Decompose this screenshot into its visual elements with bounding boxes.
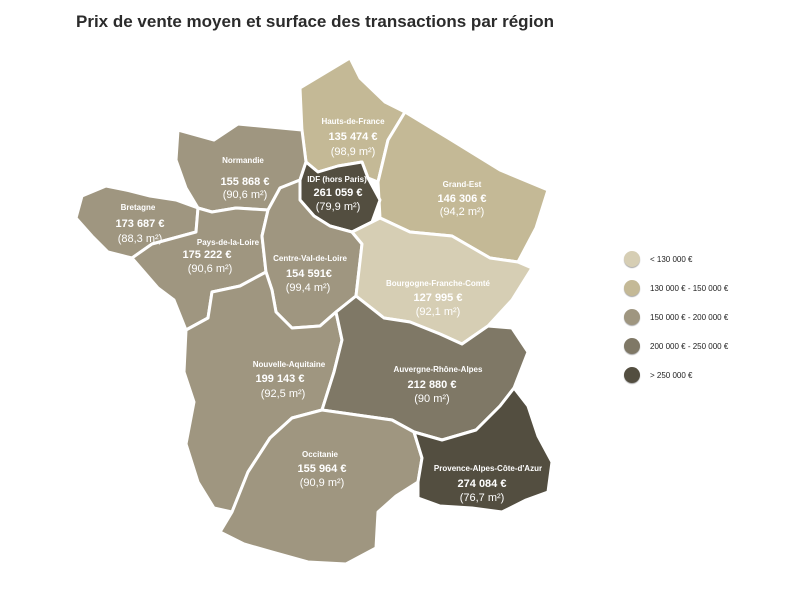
label-grand-est: Grand-Est 146 306 € (94,2 m²) <box>438 180 487 218</box>
region-name: Occitanie <box>302 450 339 459</box>
label-nouvelle-aquitaine: Nouvelle-Aquitaine 199 143 € (92,5 m²) <box>253 360 326 400</box>
legend-label: 200 000 € - 250 000 € <box>650 341 729 351</box>
price-legend: < 130 000 € 130 000 € - 150 000 € 150 00… <box>624 251 729 397</box>
region-surface: (92,5 m²) <box>261 388 306 400</box>
region-price: 146 306 € <box>438 193 487 205</box>
legend-item: > 250 000 € <box>624 367 728 383</box>
region-price: 261 059 € <box>314 187 363 199</box>
legend-swatch <box>624 280 640 296</box>
legend-swatch <box>624 309 640 325</box>
label-centre-val-de-loire: Centre-Val-de-Loire 154 591€ (99,4 m²) <box>273 254 347 294</box>
region-price: 274 084 € <box>458 478 507 490</box>
region-price: 199 143 € <box>256 373 305 385</box>
region-name: Centre-Val-de-Loire <box>273 254 347 263</box>
legend-label: < 130 000 € <box>650 254 693 264</box>
legend-item: 150 000 € - 200 000 € <box>624 309 729 325</box>
region-surface: (99,4 m²) <box>286 282 331 294</box>
region-name: Hauts-de-France <box>321 117 385 126</box>
region-price: 212 880 € <box>408 379 457 391</box>
region-surface: (92,1 m²) <box>416 306 461 318</box>
map-title: Prix de vente moyen et surface des trans… <box>76 12 555 31</box>
region-surface: (90,6 m²) <box>223 189 268 201</box>
region-surface: (90,9 m²) <box>300 477 345 489</box>
region-price: 175 222 € <box>183 249 232 261</box>
region-name: Pays-de-la-Loire <box>197 238 260 247</box>
legend-label: > 250 000 € <box>650 370 693 380</box>
legend-swatch <box>624 251 640 267</box>
region-surface: (94,2 m²) <box>440 206 485 218</box>
region-name: Normandie <box>222 156 264 165</box>
label-normandie: Normandie 155 868 € (90,6 m²) <box>221 156 270 201</box>
legend-item: < 130 000 € <box>624 251 728 267</box>
region-surface: (98,9 m²) <box>331 146 376 158</box>
legend-label: 150 000 € - 200 000 € <box>650 312 729 322</box>
region-price: 155 964 € <box>298 463 347 475</box>
label-bretagne: Bretagne 173 687 € (88,3 m²) <box>116 203 165 245</box>
region-name: Auvergne-Rhône-Alpes <box>394 365 483 374</box>
label-auvergne-rhone-alpes: Auvergne-Rhône-Alpes 212 880 € (90 m²) <box>394 365 483 405</box>
region-name: Provence-Alpes-Côte-d'Azur <box>434 464 542 473</box>
region-price: 155 868 € <box>221 176 270 188</box>
region-surface: (88,3 m²) <box>118 233 163 245</box>
legend-swatch <box>624 338 640 354</box>
region-surface: (90,6 m²) <box>188 263 233 275</box>
label-pays-de-la-loire: Pays-de-la-Loire 175 222 € (90,6 m²) <box>183 238 260 275</box>
region-surface: (90 m²) <box>414 393 449 405</box>
region-name: IDF (hors Paris) <box>307 175 367 184</box>
region-name: Bourgogne-Franche-Comté <box>386 279 491 288</box>
label-idf: IDF (hors Paris) 261 059 € (79,9 m²) <box>307 175 367 213</box>
label-occitanie: Occitanie 155 964 € (90,9 m²) <box>298 450 347 489</box>
region-price: 135 474 € <box>329 131 378 143</box>
label-bourgogne-franche-comte: Bourgogne-Franche-Comté 127 995 € (92,1 … <box>386 279 491 318</box>
region-price: 173 687 € <box>116 218 165 230</box>
region-name: Grand-Est <box>443 180 482 189</box>
region-surface: (79,9 m²) <box>316 201 361 213</box>
legend-item: 200 000 € - 250 000 € <box>624 338 729 354</box>
legend-item: 130 000 € - 150 000 € <box>624 280 729 296</box>
region-name: Nouvelle-Aquitaine <box>253 360 326 369</box>
region-paca[interactable] <box>412 386 554 514</box>
region-surface: (76,7 m²) <box>460 492 505 504</box>
legend-label: 130 000 € - 150 000 € <box>650 283 729 293</box>
legend-swatch <box>624 367 640 383</box>
label-hauts-de-france: Hauts-de-France 135 474 € (98,9 m²) <box>321 117 385 158</box>
region-name: Bretagne <box>121 203 156 212</box>
label-paca: Provence-Alpes-Côte-d'Azur 274 084 € (76… <box>434 464 542 504</box>
region-price: 127 995 € <box>414 292 463 304</box>
region-price: 154 591€ <box>286 268 332 280</box>
